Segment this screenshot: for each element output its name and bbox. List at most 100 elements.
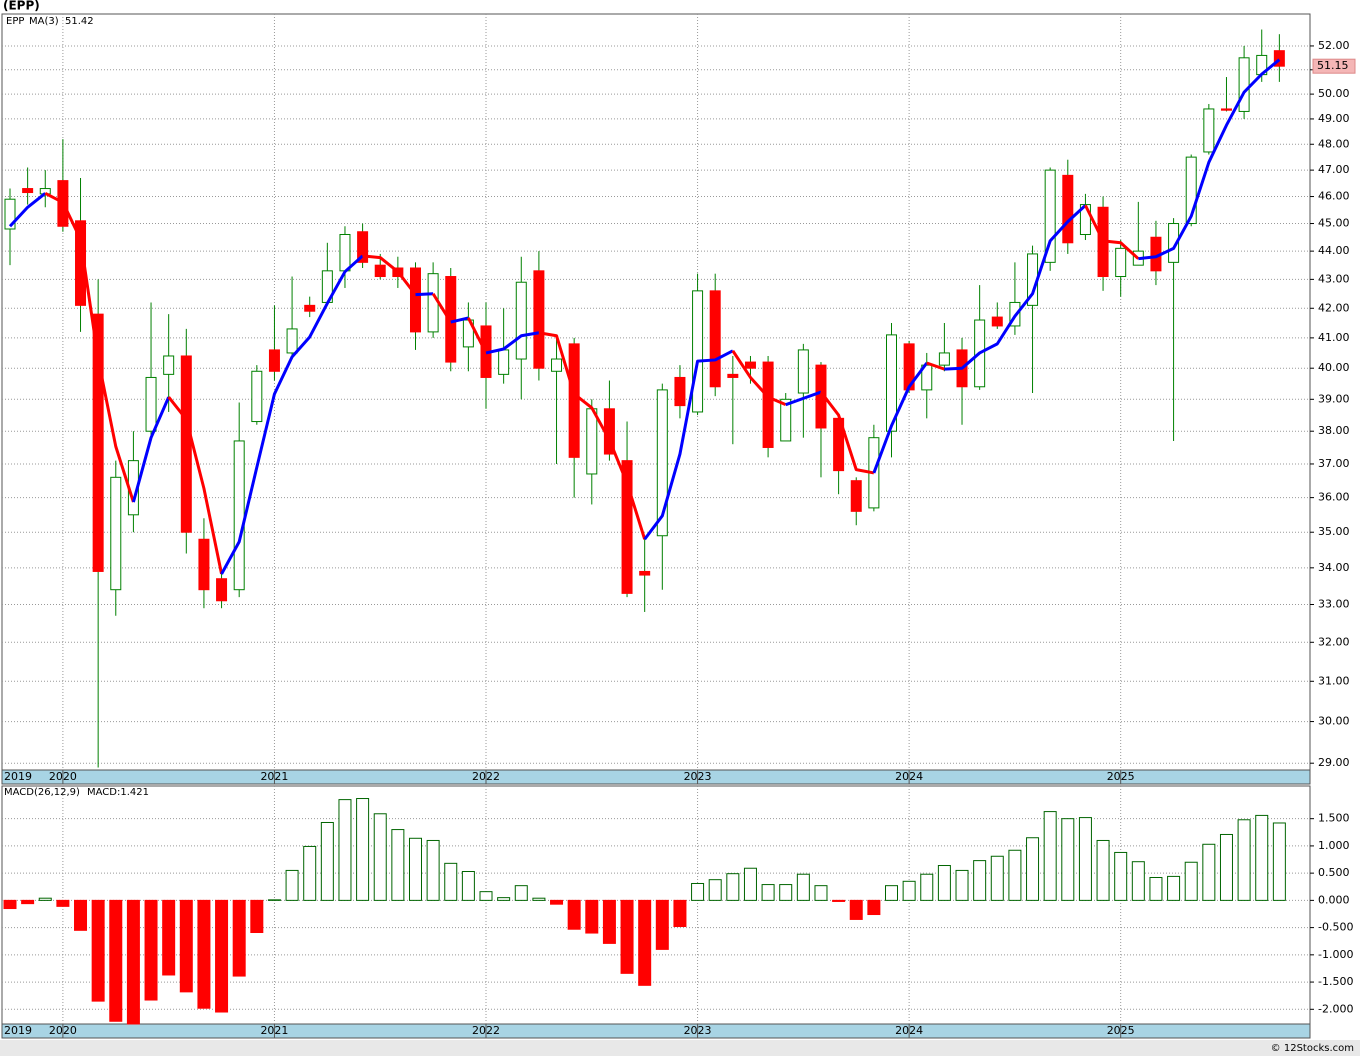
x-tick-label: 2022: [472, 770, 500, 783]
macd-bar: [1043, 811, 1057, 901]
x-tick-label: 2025: [1107, 770, 1135, 783]
macd-bar: [849, 899, 863, 920]
macd-bar: [74, 899, 88, 931]
y-tick-label: 31.00: [1318, 674, 1350, 687]
candle-body: [251, 370, 263, 423]
candle-body: [586, 408, 598, 475]
macd-bar: [1255, 814, 1269, 901]
candle-body: [692, 290, 704, 413]
macd-bar: [1167, 875, 1181, 901]
year-strip: [1, 769, 1311, 785]
macd-bar: [91, 899, 105, 1002]
ma-line: [431, 292, 453, 323]
candle-body: [39, 188, 51, 195]
candle-body: [1079, 204, 1091, 235]
y-tick-label: 44.00: [1318, 244, 1350, 257]
y-tick-label: 34.00: [1318, 561, 1350, 574]
candle-body: [656, 389, 668, 537]
candle-body: [938, 352, 950, 366]
macd-bar: [1114, 851, 1128, 901]
ma-line: [131, 396, 171, 503]
x-tick-label: 2020: [49, 1024, 77, 1037]
y-tick-label: 32.00: [1318, 635, 1350, 648]
year-strip: [1, 1023, 1311, 1039]
candle-body: [498, 349, 510, 375]
ma-line: [362, 254, 417, 296]
macd-bar: [267, 899, 281, 901]
x-tick-label: 2023: [684, 770, 712, 783]
macd-bar: [303, 845, 317, 901]
candle-body: [268, 349, 280, 372]
y-tick-label: 1.500: [1318, 812, 1350, 825]
candle-body: [674, 376, 686, 407]
y-tick-label: 38.00: [1318, 424, 1350, 437]
y-tick-label: 0.500: [1318, 866, 1350, 879]
ma-line: [415, 292, 434, 297]
macd-bar: [179, 899, 193, 993]
macd-bar: [990, 855, 1004, 901]
y-tick-label: 50.00: [1318, 87, 1350, 100]
x-tick-label: 2022: [472, 1024, 500, 1037]
ma-line: [872, 362, 928, 474]
candle-body: [1203, 108, 1215, 153]
macd-bar: [937, 865, 951, 901]
macd-bar: [638, 899, 652, 986]
macd-bar: [673, 899, 687, 928]
ma-line: [643, 349, 734, 541]
ma-line: [8, 192, 47, 228]
candle-body: [4, 198, 16, 230]
candle-body: [639, 570, 651, 576]
macd-bar: [743, 867, 757, 901]
candle-body: [180, 355, 192, 533]
macd-bar: [497, 897, 511, 901]
legend-entry: MA(3): [29, 16, 59, 27]
candle-body: [780, 398, 792, 442]
candle-body: [621, 460, 633, 594]
macd-bar: [1149, 876, 1163, 901]
macd-bar: [1026, 837, 1040, 901]
y-tick-label: 41.00: [1318, 331, 1350, 344]
candle-body: [92, 313, 104, 572]
macd-bar: [955, 869, 969, 901]
candle-body: [515, 281, 527, 360]
ma-line: [220, 254, 364, 575]
candle-body: [110, 476, 122, 591]
candle-body: [797, 349, 809, 394]
ma-line: [538, 331, 647, 540]
ma-line: [819, 391, 875, 475]
ma-line: [944, 204, 1087, 371]
macd-bar: [338, 799, 352, 901]
macd-bar: [532, 897, 546, 901]
macd-bar: [444, 862, 458, 901]
macd-bar: [1061, 818, 1075, 901]
y-tick-label: 49.00: [1318, 112, 1350, 125]
x-tick-label: 2019: [4, 1024, 32, 1037]
candle-body: [233, 440, 245, 591]
macd-bar: [620, 899, 634, 974]
macd-bar: [902, 880, 916, 901]
candle-body: [551, 358, 563, 372]
y-tick-label: -1.500: [1318, 975, 1353, 988]
candle-body: [886, 334, 897, 432]
y-tick-label: 52.00: [1318, 39, 1350, 52]
ma-line: [167, 396, 224, 575]
x-tick-label: 2020: [49, 770, 77, 783]
y-tick-label: 46.00: [1318, 190, 1350, 203]
candle-body: [304, 304, 316, 312]
macd-bar: [391, 829, 405, 901]
macd-bar: [973, 860, 987, 901]
chart-title: (EPP): [3, 0, 40, 13]
macd-bar: [779, 884, 793, 901]
macd-bar: [655, 899, 669, 950]
candle-body: [357, 231, 369, 263]
x-tick-label: 2021: [260, 770, 288, 783]
candle-body: [991, 316, 1003, 327]
macd-bar: [920, 873, 934, 901]
macd-bar: [796, 873, 810, 901]
candle-body: [850, 480, 862, 512]
macd-bar: [691, 882, 705, 901]
y-tick-label: 1.000: [1318, 839, 1350, 852]
legend-value: MACD:1.421: [87, 787, 149, 798]
